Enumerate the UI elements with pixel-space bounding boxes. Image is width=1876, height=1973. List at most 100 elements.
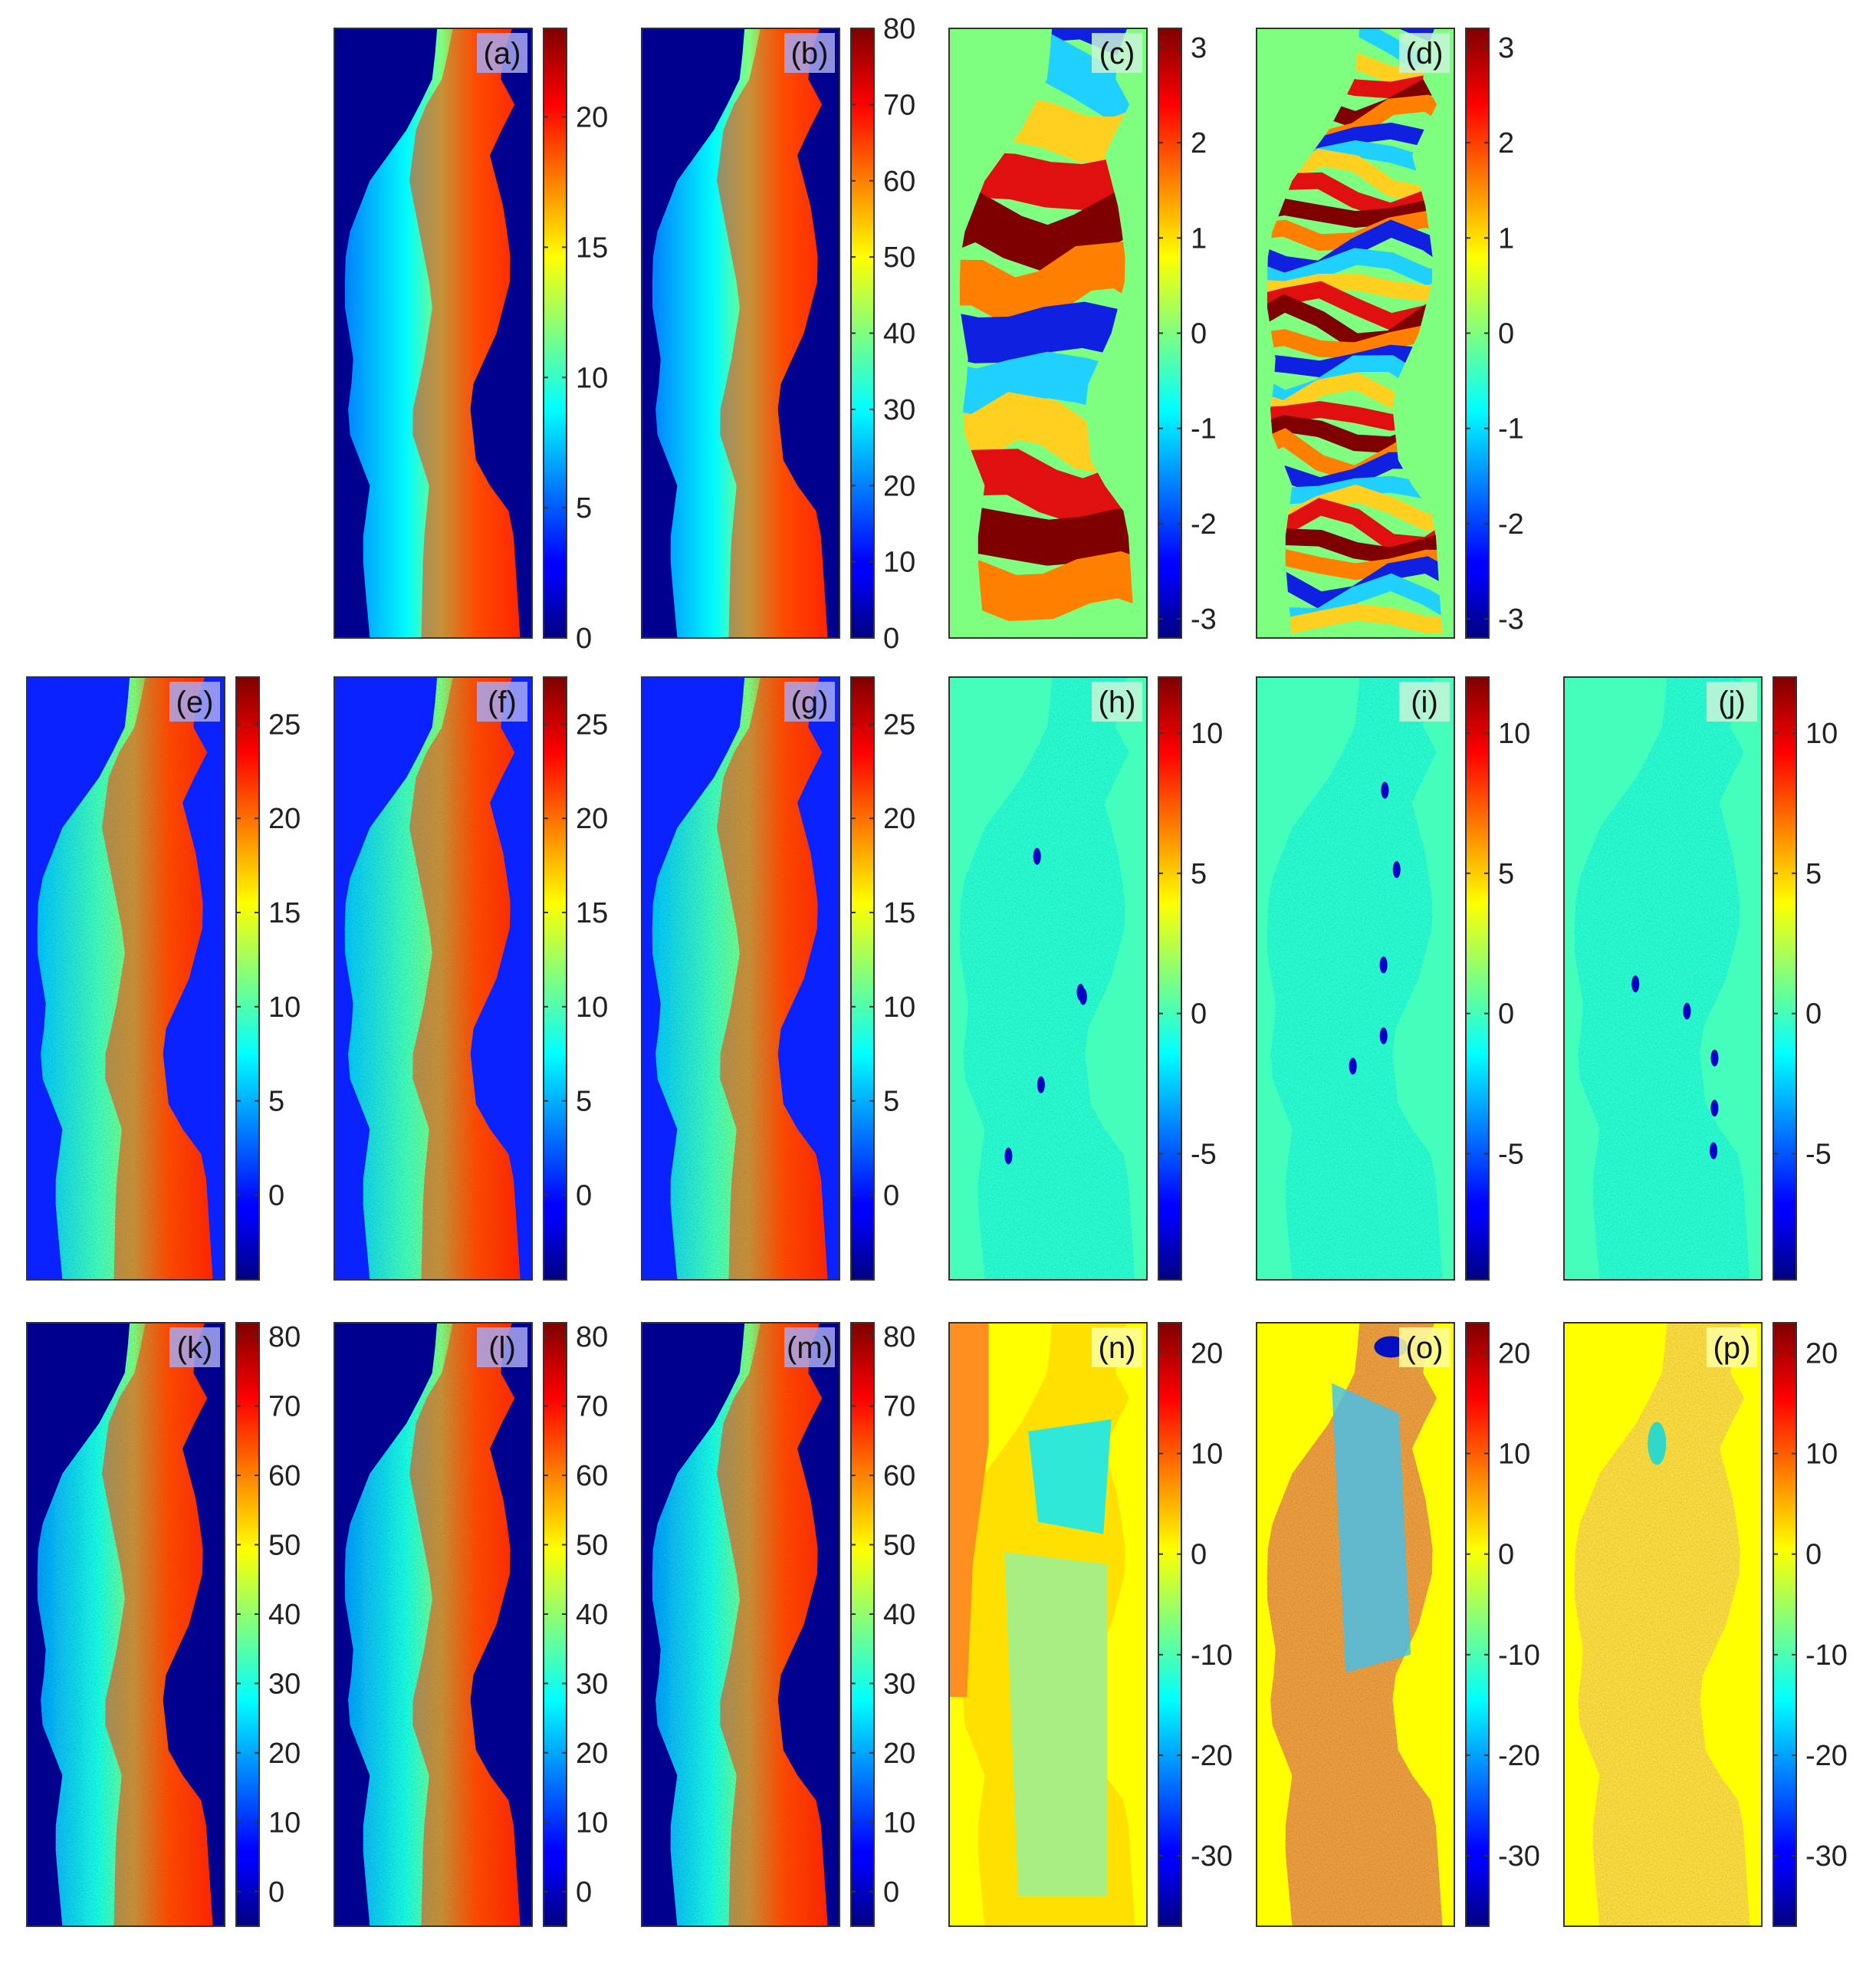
panel-frame	[948, 1322, 1148, 1927]
panel-image	[642, 677, 839, 1280]
panel-label-box	[1092, 33, 1142, 73]
colorbar	[850, 1322, 875, 1927]
panel-image	[949, 677, 1147, 1280]
colorbar-tick-label: 60	[883, 1460, 915, 1492]
colorbar-tick-label: -20	[1498, 1740, 1540, 1772]
panel-d: (d) -3 -2 -1 0 1 2 3	[1256, 28, 1524, 639]
panel-label: (h)	[1099, 686, 1136, 719]
colorbar-tick-label: 10	[1498, 718, 1530, 750]
colorbar	[1465, 1322, 1490, 1927]
panel-label-box	[784, 682, 835, 722]
colorbar-tick-label: 5	[883, 1086, 899, 1118]
panel-frame	[1563, 676, 1763, 1281]
panel-label-box	[1399, 1327, 1450, 1367]
panel-image	[1257, 677, 1454, 1280]
colorbar-tick-label: 10	[883, 1807, 915, 1839]
colorbar-tick-label: 30	[576, 1668, 608, 1700]
colorbar-tick-label: 5	[576, 1086, 592, 1118]
panel-label: (d)	[1406, 37, 1444, 71]
colorbar-tick-label: 10	[1498, 1439, 1530, 1471]
panel-label: (o)	[1406, 1331, 1444, 1365]
colorbar-tick-label: 20	[1191, 1337, 1223, 1370]
panel-n: (n) -30 -20 -10 0 10 20	[948, 1322, 1233, 1927]
colorbar-tick-label: 5	[268, 1086, 284, 1118]
panel-frame	[333, 28, 533, 639]
colorbar-tick-label: 40	[576, 1599, 608, 1631]
colorbar-tick-label: 15	[883, 897, 915, 929]
panel-k: (k) 0 10 20 30 40 50 60 70 80	[26, 1321, 301, 1927]
colorbar-tick-label: 0	[1498, 1539, 1514, 1571]
colorbar	[1158, 676, 1182, 1281]
panel-label: (k)	[177, 1331, 213, 1365]
panel-label: (p)	[1713, 1331, 1751, 1365]
colorbar-tick-label: 60	[576, 1460, 608, 1492]
colorbar-tick-label: 2	[1498, 127, 1514, 159]
panel-label: (m)	[787, 1331, 833, 1365]
panel-label: (n)	[1099, 1331, 1136, 1365]
colorbar-tick-label: 2	[1191, 127, 1207, 159]
colorbar-tick-label: 80	[883, 1321, 915, 1353]
colorbar-tick-label: 30	[883, 1668, 915, 1700]
colorbar-tick-label: 50	[268, 1529, 301, 1561]
colorbar-tick-label: -3	[1498, 603, 1524, 636]
panel-image	[1257, 1323, 1454, 1926]
panel-image	[642, 28, 839, 638]
colorbar-tick-label: 5	[1498, 858, 1514, 890]
colorbar-tick-label: 0	[268, 1179, 284, 1212]
colorbar-tick-label: 20	[268, 1738, 301, 1770]
colorbar-tick-label: 15	[268, 897, 301, 929]
colorbar-tick-label: -10	[1191, 1639, 1233, 1672]
colorbar-tick-label: 0	[883, 1876, 899, 1909]
colorbar-tick-label: -30	[1191, 1840, 1233, 1873]
colorbar	[1158, 1322, 1182, 1927]
colorbar-tick-label: 70	[268, 1391, 301, 1423]
colorbar-tick-label: 70	[883, 1391, 915, 1423]
panel-image	[334, 677, 532, 1280]
colorbar-tick-label: 0	[1805, 1539, 1822, 1571]
colorbar-tick-label: -20	[1805, 1740, 1848, 1772]
panel-frame	[1256, 676, 1455, 1281]
panel-label-box	[477, 1327, 527, 1367]
panel-frame	[1256, 1322, 1455, 1927]
colorbar	[1773, 676, 1797, 1281]
colorbar-tick-label: -2	[1498, 508, 1524, 541]
colorbar-tick-label: 10	[268, 991, 301, 1024]
colorbar-tick-label: -30	[1805, 1840, 1848, 1873]
panel-label-box	[784, 1327, 835, 1367]
colorbar-tick-label: 10	[1805, 718, 1838, 750]
panel-label: (l)	[488, 1331, 516, 1365]
colorbar-tick-label: 10	[268, 1807, 301, 1839]
colorbar-tick-label: 3	[1498, 32, 1514, 64]
colorbar	[1465, 676, 1490, 1281]
colorbar	[1773, 1322, 1797, 1927]
panel-label: (g)	[791, 686, 829, 719]
colorbar-tick-label: 30	[268, 1668, 301, 1700]
panel-l: (l) 0 10 20 30 40 50 60 70 80	[333, 1321, 608, 1927]
panel-label-box	[1399, 33, 1450, 73]
colorbar-tick-label: 50	[883, 242, 915, 274]
panel-label: (i)	[1411, 686, 1438, 719]
colorbar	[543, 1322, 567, 1927]
panel-label-box	[1399, 682, 1450, 722]
panel-label: (f)	[488, 686, 517, 719]
colorbar-tick-label: -10	[1498, 1639, 1540, 1672]
colorbar-tick-label: 0	[883, 623, 899, 655]
colorbar-tick-label: 40	[268, 1599, 301, 1631]
colorbar-tick-label: 20	[883, 803, 915, 835]
panel-j: (j) -5 0 5 10	[1563, 676, 1838, 1281]
colorbar-tick-label: 70	[883, 89, 915, 121]
panel-e: (e) 0 5 10 15 20 25	[26, 676, 301, 1281]
colorbar-tick-label: 60	[268, 1460, 301, 1492]
panel-g: (g) 0 5 10 15 20 25	[641, 676, 915, 1281]
colorbar-tick-label: 80	[576, 1321, 608, 1353]
colorbar-tick-label: 10	[576, 1807, 608, 1839]
colorbar-tick-label: 3	[1191, 32, 1207, 64]
colorbar-tick-label: -20	[1191, 1740, 1233, 1772]
colorbar-tick-label: 0	[1191, 318, 1207, 350]
panel-frame	[948, 28, 1148, 639]
colorbar-tick-label: 10	[883, 991, 915, 1024]
colorbar-tick-label: -1	[1498, 413, 1524, 446]
colorbar-tick-label: -2	[1191, 508, 1217, 541]
panel-image	[27, 677, 225, 1280]
colorbar	[543, 28, 567, 639]
